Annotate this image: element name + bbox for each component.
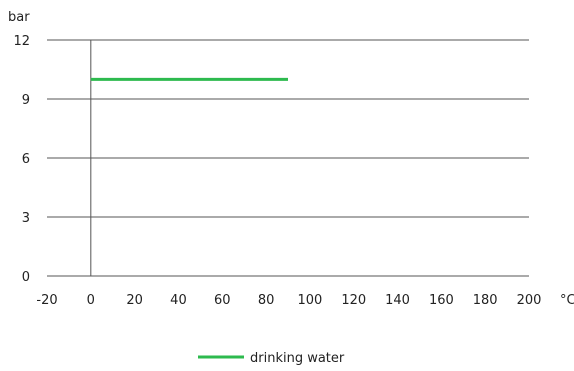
gridlines (47, 39, 529, 277)
x-tick-label: 60 (214, 293, 231, 308)
x-axis-unit: °C (560, 293, 574, 308)
x-tick-label: 140 (385, 293, 410, 308)
legend: drinking water (198, 351, 345, 366)
x-tick-label: 20 (126, 293, 143, 308)
x-tick-label: 180 (473, 293, 498, 308)
y-tick-label: 3 (22, 211, 30, 226)
x-tick-label: 80 (258, 293, 275, 308)
x-tick-label: 160 (429, 293, 454, 308)
y-axis-unit: bar (8, 10, 30, 25)
x-tick-label: 0 (87, 293, 95, 308)
legend-label-drinking-water: drinking water (250, 351, 345, 366)
y-tick-label: 6 (22, 152, 30, 167)
x-tick-label: -20 (36, 293, 57, 308)
x-tick-label: 200 (517, 293, 542, 308)
tick-labels: 0 3 6 9 12 -20 0 20 40 60 80 100 120 140 160 180 200 (13, 34, 541, 308)
x-tick-label: 120 (341, 293, 366, 308)
y-tick-label: 12 (13, 34, 30, 49)
y-tick-label: 9 (22, 93, 30, 108)
x-tick-label: 40 (170, 293, 187, 308)
x-tick-label: 100 (297, 293, 322, 308)
y-tick-label: 0 (22, 270, 30, 285)
